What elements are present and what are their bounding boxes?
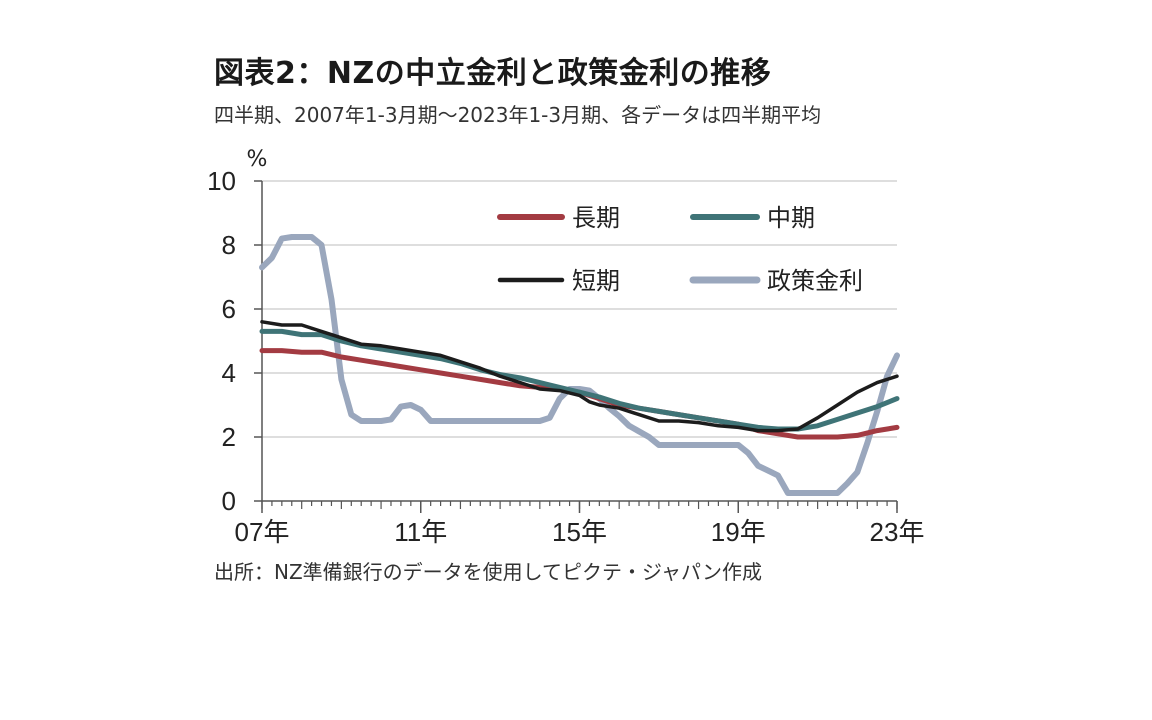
source-note: 出所：NZ準備銀行のデータを使用してピクテ・ジャパン作成 [214,560,763,584]
y-tick-label: 10 [207,166,236,196]
y-axis: 0 2 4 6 8 10% [207,147,267,516]
y-axis-unit: % [247,147,268,172]
x-tick-label: 23年 [870,517,925,547]
chart-subtitle: 四半期、2007年1-3月期～2023年1-3月期、各データは四半期平均 [214,103,822,127]
series-line-短期 [260,320,899,433]
series-lines [259,234,900,496]
legend-item-短期: 短期 [497,267,620,295]
y-tick-label: 4 [222,358,236,388]
y-tick-label: 2 [222,422,236,452]
legend-label: 短期 [572,267,620,295]
grid-lines [262,180,897,438]
legend-item-政策金利: 政策金利 [689,267,863,295]
legend-label: 長期 [572,204,620,232]
x-tick-label: 11年 [394,517,447,547]
y-tick-label: 6 [222,294,236,324]
x-tick-label: 15年 [552,517,607,547]
chart-title: 図表2：NZの中立金利と政策金利の推移 [214,56,772,91]
x-tick-label: 07年 [235,517,290,547]
legend-item-中期: 中期 [690,204,815,232]
series-line-中期 [259,328,900,432]
y-tick-label: 8 [222,230,236,260]
legend-label: 政策金利 [767,267,863,295]
x-axis: 07年 11年 15年 19年 23年 [235,500,925,547]
y-tick-label: 0 [222,486,236,516]
x-tick-label: 19年 [711,517,766,547]
legend-label: 中期 [767,204,815,232]
legend-item-長期: 長期 [497,204,620,232]
